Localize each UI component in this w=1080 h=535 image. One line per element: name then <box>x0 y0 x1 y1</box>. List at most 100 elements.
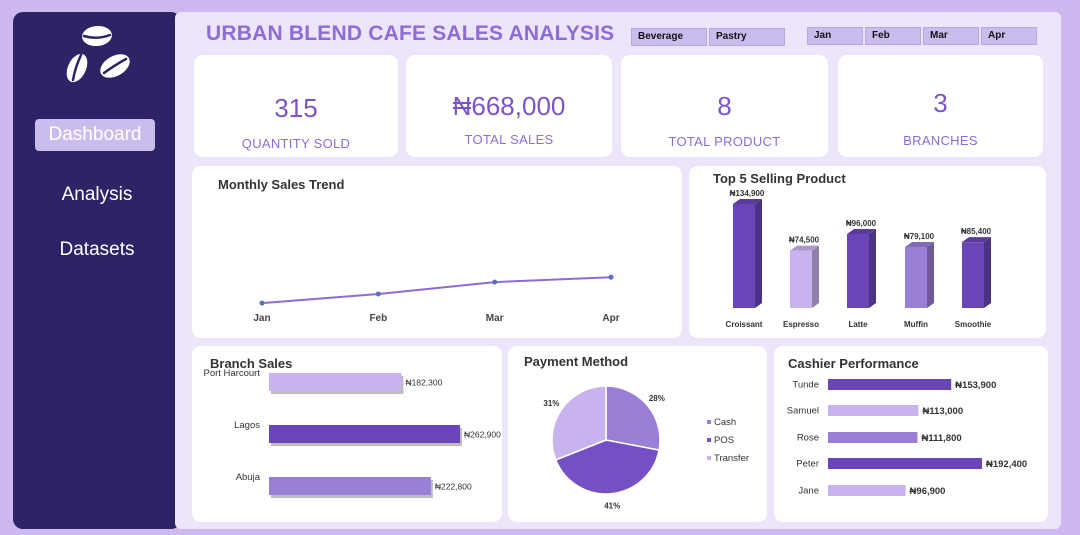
pie-slice-transfer <box>551 385 607 461</box>
bar-croissant <box>733 204 755 308</box>
x-tick-label: Croissant <box>726 320 763 329</box>
x-tick-label: Mar <box>486 313 504 324</box>
bar-side-espresso <box>812 245 819 308</box>
bar-side-smoothie <box>984 237 991 308</box>
branch-sales-panel: Branch Sales Port Harcourt ₦182,300 Lagos ₦… <box>192 346 502 522</box>
category-label: Port Harcourt <box>204 368 261 379</box>
bar-lagos <box>269 425 460 443</box>
kpi-card-products: 8 TOTAL PRODUCT <box>621 55 828 157</box>
bar-muffin <box>905 247 927 308</box>
trend-point-feb <box>375 291 381 297</box>
panel-title: Cashier Performance <box>788 356 919 371</box>
branch-sales-chart: Port Harcourt ₦182,300 Lagos ₦262,900 Abuja ₦… <box>204 368 501 498</box>
slicer-jan[interactable]: Jan <box>807 27 863 45</box>
x-tick-label: Apr <box>602 313 619 324</box>
top-products-panel: Top 5 Selling Product ₦134,900 Croissant ₦… <box>689 166 1046 338</box>
x-tick-label: Feb <box>369 313 387 324</box>
cashier-performance-panel: Cashier Performance Tunde ₦153,900 Samuel ₦… <box>774 346 1048 522</box>
data-label: ₦192,400 <box>986 459 1027 470</box>
payment-method-panel: Payment Method 28% 41% 31% Cash POS Transfer <box>508 346 767 522</box>
data-label: ₦262,900 <box>464 430 501 440</box>
bar-top-muffin <box>905 242 934 248</box>
bar-latte <box>847 233 869 308</box>
kpi-label: BRANCHES <box>903 133 978 148</box>
legend-item-cash: Cash <box>714 417 736 428</box>
trend-point-apr <box>608 274 614 280</box>
bar-peter <box>828 458 982 469</box>
nav-dashboard[interactable]: Dashboard <box>35 119 155 151</box>
data-label: ₦113,000 <box>922 406 963 417</box>
x-tick-label: Espresso <box>783 320 819 329</box>
category-label: Tunde <box>792 380 819 391</box>
data-label: ₦153,900 <box>955 380 996 391</box>
panel-title: Top 5 Selling Product <box>713 171 846 186</box>
kpi-value: 3 <box>933 88 948 118</box>
monthly-sales-chart: Jan Feb Mar Apr <box>253 274 620 324</box>
pie-slice-cash <box>605 385 661 451</box>
slicer-beverage[interactable]: Beverage <box>631 28 707 46</box>
monthly-sales-panel: Monthly Sales Trend Jan Feb Mar Apr <box>192 166 682 338</box>
bar-side-croissant <box>755 199 762 308</box>
x-tick-label: Jan <box>253 313 270 324</box>
bar-jane <box>828 485 906 496</box>
nav-analysis[interactable]: Analysis <box>61 184 133 205</box>
slicer-feb[interactable]: Feb <box>865 27 921 45</box>
panel-title: Monthly Sales Trend <box>218 177 345 192</box>
kpi-label: QUANTITY SOLD <box>241 136 351 151</box>
bar-smoothie <box>962 242 984 308</box>
kpi-card-sales: ₦668,000 TOTAL SALES <box>406 55 612 157</box>
bar-top-smoothie <box>962 237 991 243</box>
data-label: ₦74,500 <box>789 236 820 245</box>
coffee-beans-icon <box>66 25 130 83</box>
data-label: ₦182,300 <box>405 378 442 388</box>
category-label: Peter <box>796 459 819 470</box>
kpi-value: 8 <box>717 91 732 121</box>
top-products-chart: ₦134,900 Croissant ₦74,500 Espresso ₦96,000 L… <box>726 189 992 329</box>
data-label: ₦111,800 <box>921 433 961 444</box>
data-label: ₦134,900 <box>730 189 765 198</box>
bar-espresso <box>790 250 812 308</box>
bar-top-espresso <box>790 245 819 251</box>
cashier-performance-chart: Tunde ₦153,900 Samuel ₦113,000 Rose ₦111,800 P… <box>787 379 1027 497</box>
nav-datasets[interactable]: Datasets <box>59 239 135 260</box>
kpi-card-branches: 3 BRANCHES <box>838 55 1043 157</box>
slicer-apr[interactable]: Apr <box>981 27 1037 45</box>
page-title: URBAN BLEND CAFE SALES ANALYSIS <box>206 22 615 45</box>
trend-point-mar <box>492 279 498 285</box>
category-label: Rose <box>797 433 819 444</box>
kpi-value: ₦668,000 <box>452 91 566 121</box>
bar-side-muffin <box>927 242 934 308</box>
kpi-card-quantity: 315 QUANTITY SOLD <box>194 55 398 157</box>
bar-samuel <box>828 405 919 416</box>
panel-title: Payment Method <box>524 354 629 369</box>
legend-swatch <box>707 456 711 460</box>
category-label: Abuja <box>236 472 261 483</box>
bar-top-croissant <box>733 199 762 204</box>
slicer-pastry[interactable]: Pastry <box>709 28 785 46</box>
data-label: ₦96,000 <box>846 219 877 228</box>
pie-data-label: 31% <box>543 399 559 408</box>
data-label: ₦96,900 <box>910 486 946 497</box>
trend-line <box>261 276 612 305</box>
category-label: Jane <box>798 486 819 497</box>
trend-point-jan <box>259 300 265 306</box>
data-label: ₦222,800 <box>435 482 472 492</box>
bar-port-harcourt <box>269 373 402 391</box>
legend-item-pos: POS <box>714 435 734 446</box>
pie-slice-pos <box>554 439 660 495</box>
pie-data-label: 28% <box>649 394 665 403</box>
bar-abuja <box>269 477 431 495</box>
x-tick-label: Muffin <box>904 320 928 329</box>
sidebar: Dashboard Analysis Datasets <box>13 12 181 529</box>
category-label: Samuel <box>787 406 819 417</box>
category-label: Lagos <box>234 420 260 431</box>
x-tick-label: Smoothie <box>955 320 992 329</box>
panel-title: Branch Sales <box>210 356 293 371</box>
kpi-value: 315 <box>274 93 318 123</box>
payment-method-chart: 28% 41% 31% Cash POS Transfer <box>543 385 749 511</box>
kpi-label: TOTAL SALES <box>464 132 554 147</box>
kpi-label: TOTAL PRODUCT <box>668 134 781 149</box>
slicer-mar[interactable]: Mar <box>923 27 979 45</box>
bar-side-latte <box>869 228 876 308</box>
data-label: ₦85,400 <box>961 227 992 236</box>
